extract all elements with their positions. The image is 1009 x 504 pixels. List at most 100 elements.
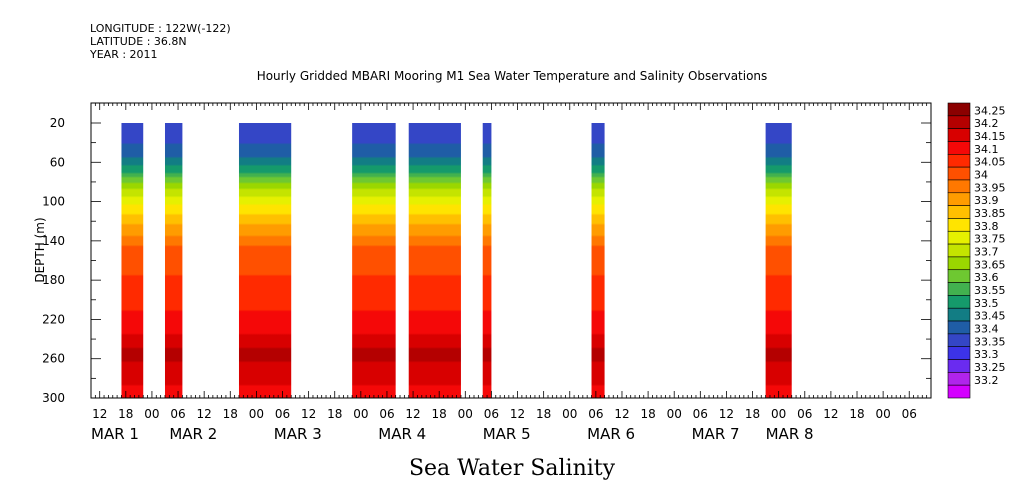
x-tick-label: 00 <box>562 407 577 421</box>
x-tick-label: 00 <box>144 407 159 421</box>
x-tick-label: 00 <box>667 407 682 421</box>
x-tick-label: 00 <box>458 407 473 421</box>
y-tick-label: 300 <box>42 391 65 405</box>
colorbar-label: 34.1 <box>974 143 999 156</box>
date-label: MAR 6 <box>587 425 635 443</box>
data-segment <box>238 123 292 398</box>
x-tick-label: 00 <box>771 407 786 421</box>
colorbar-swatch <box>947 384 971 399</box>
colorbar-label: 34.25 <box>974 104 1006 117</box>
y-tick-label: 260 <box>42 352 65 366</box>
x-tick-label: 12 <box>823 407 838 421</box>
colorbar-swatch <box>947 307 971 322</box>
colorbar-label: 33.5 <box>974 297 999 310</box>
colorbar-label: 33.85 <box>974 207 1006 220</box>
x-tick-label: 12 <box>301 407 316 421</box>
data-segment <box>765 123 792 398</box>
x-tick-label: 06 <box>693 407 708 421</box>
colorbar-swatch <box>947 243 971 258</box>
x-tick-label: 06 <box>170 407 185 421</box>
colorbar-swatch <box>947 154 971 168</box>
colorbar-label: 33.45 <box>974 310 1006 323</box>
colorbar-label: 33.9 <box>974 194 999 207</box>
colorbar-label: 33.8 <box>974 220 999 233</box>
y-tick-label: 220 <box>42 312 65 326</box>
y-tick-label: 140 <box>42 234 65 248</box>
latitude-label: LATITUDE : 36.8N <box>90 35 187 48</box>
date-label: MAR 3 <box>274 425 322 443</box>
colorbar-label: 33.55 <box>974 284 1006 297</box>
colorbar-swatch <box>947 141 971 155</box>
colorbar-swatch <box>947 115 971 129</box>
y-tick-label: 60 <box>50 155 65 169</box>
colorbar-swatch <box>947 192 971 206</box>
colorbar-label: 33.7 <box>974 246 999 259</box>
colorbar-swatch <box>947 372 971 386</box>
colorbar-swatch <box>947 256 971 271</box>
x-tick-label: 18 <box>327 407 342 421</box>
x-tick-label: 12 <box>510 407 525 421</box>
x-tick-label: 06 <box>484 407 499 421</box>
x-tick-label: 18 <box>118 407 133 421</box>
colorbar-label: 33.75 <box>974 233 1006 246</box>
colorbar-label: 33.4 <box>974 322 999 335</box>
x-tick-label: 12 <box>92 407 107 421</box>
colorbar-label: 33.35 <box>974 335 1006 348</box>
data-segment <box>408 123 461 398</box>
colorbar-label: 34.2 <box>974 117 999 130</box>
year-label: YEAR : 2011 <box>90 48 158 61</box>
date-label: MAR 7 <box>692 425 740 443</box>
data-segment <box>591 123 605 398</box>
colorbar-swatch <box>947 333 971 347</box>
x-tick-label: 06 <box>588 407 603 421</box>
x-tick-label: 18 <box>432 407 447 421</box>
colorbar-swatch <box>947 295 971 309</box>
colorbar-label: 33.6 <box>974 271 999 284</box>
colorbar-label: 33.25 <box>974 361 1006 374</box>
colorbar-swatch <box>947 128 971 142</box>
x-tick-label: 00 <box>249 407 264 421</box>
date-label: MAR 2 <box>169 425 217 443</box>
colorbar-label: 34.15 <box>974 130 1006 143</box>
x-tick-label: 06 <box>275 407 290 421</box>
x-tick-label: 06 <box>797 407 812 421</box>
y-tick-label: 180 <box>42 273 65 287</box>
x-tick-label: 06 <box>379 407 394 421</box>
date-label: MAR 4 <box>378 425 426 443</box>
plot-frame <box>90 102 932 399</box>
colorbar-label: 34.05 <box>974 156 1006 169</box>
x-tick-label: 12 <box>405 407 420 421</box>
y-axis-label: DEPTH (m) <box>33 217 47 282</box>
x-tick-label: 18 <box>223 407 238 421</box>
colorbar-label: 33.3 <box>974 348 999 361</box>
data-segment <box>482 123 492 398</box>
colorbar-swatch <box>947 205 971 219</box>
chart-title: Hourly Gridded MBARI Mooring M1 Sea Wate… <box>257 69 768 83</box>
colorbar-label: 33.95 <box>974 181 1006 194</box>
date-label: MAR 1 <box>91 425 139 443</box>
colorbar-label: 33.2 <box>974 374 999 387</box>
x-tick-label: 18 <box>849 407 864 421</box>
x-tick-label: 18 <box>640 407 655 421</box>
colorbar-swatch <box>947 269 971 283</box>
x-tick-label: 06 <box>902 407 917 421</box>
colorbar-label: 33.65 <box>974 258 1006 271</box>
y-tick-label: 100 <box>42 195 65 209</box>
colorbar-swatch <box>947 320 971 335</box>
date-label: MAR 5 <box>483 425 531 443</box>
x-tick-label: 00 <box>353 407 368 421</box>
data-segment <box>164 123 183 398</box>
colorbar-swatch <box>947 282 971 296</box>
data-segment <box>121 123 144 398</box>
x-tick-label: 18 <box>536 407 551 421</box>
y-tick-label: 20 <box>50 116 65 130</box>
x-tick-label: 12 <box>614 407 629 421</box>
colorbar-swatch <box>947 230 971 245</box>
colorbar-swatch <box>947 179 971 194</box>
x-tick-label: 00 <box>875 407 890 421</box>
colorbar-swatch <box>947 218 971 232</box>
colorbar-swatch <box>947 166 971 181</box>
colorbar-swatch <box>947 359 971 373</box>
chart-caption: Sea Water Salinity <box>409 456 616 481</box>
